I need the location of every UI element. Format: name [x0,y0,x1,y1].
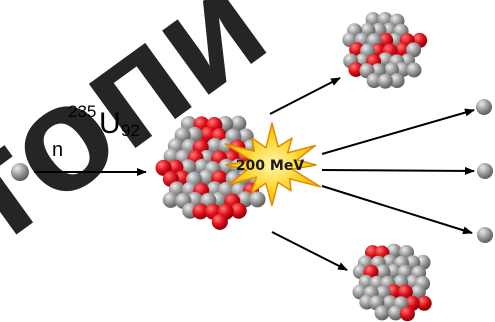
proton [416,295,432,311]
arrow-to-neutron-1 [321,108,475,155]
neutron [410,284,426,300]
energy-label: 200 MeV [236,158,305,174]
neutron [386,263,402,279]
arrow-to-neutron-2 [321,166,475,175]
isotope-symbol: U [99,107,121,140]
released-neutron-3 [477,227,493,243]
proton [349,42,365,58]
isotope-atomic-number: 92 [121,121,140,140]
neutron [162,191,179,208]
proton [399,306,415,322]
neutron [186,126,203,143]
isotope-mass-number: 235 [68,102,96,121]
neutron [406,42,422,58]
neutron [366,73,382,89]
arrow-to-neutron-3 [321,185,473,235]
proton [192,203,209,220]
proton [211,213,228,230]
neutron [206,137,223,154]
proton [348,62,364,77]
proton [397,284,413,300]
energy-burst: 200 MeV [224,122,322,207]
incoming-neutron [11,163,29,181]
neutron [374,305,390,321]
neutron [230,115,247,132]
released-neutron-1 [476,99,492,115]
neutron [406,62,422,78]
neutron [388,305,404,321]
arrow-to-bottom-fragment [271,231,348,271]
proton [230,202,247,219]
fragment-nucleus-top [342,12,428,89]
released-neutron-2 [477,163,493,179]
neutron [377,73,393,89]
neutron [218,158,235,175]
neutron-label: n [52,139,63,161]
neutron [249,191,266,208]
neutron [375,264,391,280]
neutron [389,73,405,89]
isotope-label: 235 U 92 [68,102,140,140]
neutron [198,169,215,186]
fragment-nucleus-bottom [352,243,432,322]
arrow-to-top-fragment [269,77,341,115]
proton [395,42,410,58]
